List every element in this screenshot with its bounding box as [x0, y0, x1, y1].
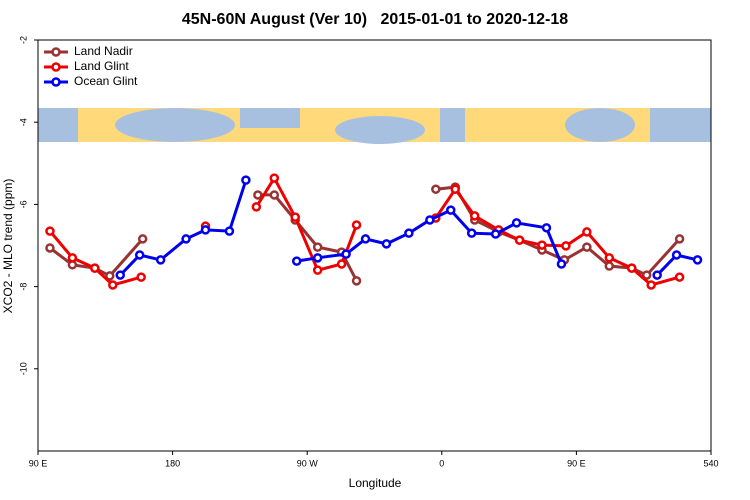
- series-point: [45, 226, 55, 236]
- x-tick-label: 540: [703, 458, 718, 468]
- series-point: [674, 272, 685, 282]
- series-point: [692, 255, 703, 265]
- series-point: [561, 241, 571, 251]
- series-point: [582, 227, 592, 237]
- y-tick-label: -4: [18, 118, 28, 126]
- series-point: [312, 265, 323, 275]
- map-band: [38, 108, 711, 144]
- legend-marker: [51, 77, 61, 87]
- series-point: [105, 271, 115, 281]
- series-point: [556, 259, 567, 269]
- legend-label: Land Nadir: [74, 44, 133, 58]
- series-point: [90, 263, 100, 273]
- series-point: [446, 205, 456, 215]
- series-point: [155, 255, 166, 265]
- series-point: [431, 184, 441, 194]
- series-point: [404, 228, 414, 238]
- y-tick-label: -2: [18, 36, 28, 44]
- series-point: [511, 218, 522, 228]
- series-point: [641, 270, 652, 280]
- x-tick-label: 0: [439, 458, 444, 468]
- series-point: [290, 212, 300, 222]
- series-point: [652, 270, 662, 280]
- legend-label: Land Glint: [74, 59, 129, 73]
- x-tick-label: 180: [165, 458, 180, 468]
- series-point: [604, 253, 615, 263]
- series-point: [674, 234, 685, 244]
- series-point: [360, 234, 371, 244]
- series-point: [381, 239, 392, 249]
- series-point: [269, 173, 280, 183]
- x-tick-label: 90 E: [567, 458, 586, 468]
- x-tick-label: 90 E: [29, 458, 48, 468]
- series-point: [541, 223, 552, 233]
- series-point: [251, 202, 262, 212]
- series-point: [604, 261, 615, 271]
- plot-frame: [37, 39, 712, 452]
- series-point: [181, 234, 191, 244]
- series-point: [466, 228, 477, 238]
- series-point: [200, 225, 211, 235]
- x-axis-label: Longitude: [349, 476, 402, 490]
- series-point: [115, 270, 126, 280]
- y-tick-label: -6: [18, 200, 28, 208]
- chart-title: 45N-60N August (Ver 10) 2015-01-01 to 20…: [182, 11, 568, 28]
- series-point: [469, 211, 480, 221]
- series-point: [134, 250, 145, 260]
- series-point: [626, 263, 637, 273]
- series-point: [537, 240, 547, 250]
- series-point: [45, 243, 55, 253]
- series-point: [269, 190, 280, 200]
- legend-marker: [51, 62, 61, 72]
- series-point: [253, 190, 263, 200]
- legend-label: Ocean Glint: [74, 74, 138, 88]
- series-point: [425, 215, 435, 225]
- series-point: [136, 272, 146, 282]
- series-point: [108, 280, 118, 290]
- series-point: [490, 229, 501, 239]
- series-point: [67, 253, 78, 263]
- y-axis-label: XCO2 - MLO trend (ppm): [1, 179, 15, 314]
- series-point: [137, 234, 148, 244]
- series-point: [341, 249, 351, 259]
- series-point: [582, 242, 592, 252]
- series-point: [336, 259, 347, 269]
- series-point: [224, 226, 235, 236]
- series-point: [514, 235, 525, 245]
- y-tick-label: -8: [18, 283, 28, 291]
- series-point: [312, 253, 323, 263]
- series-point: [450, 184, 461, 194]
- series-point: [241, 175, 251, 185]
- x-tick-label: 90 W: [297, 458, 319, 468]
- series-point: [351, 276, 362, 286]
- series-point: [351, 220, 362, 230]
- legend-marker: [51, 47, 61, 57]
- series-point: [312, 242, 323, 252]
- series-point: [291, 256, 302, 266]
- series-point: [671, 250, 682, 260]
- series-point: [646, 280, 656, 290]
- y-tick-label: -10: [18, 362, 28, 375]
